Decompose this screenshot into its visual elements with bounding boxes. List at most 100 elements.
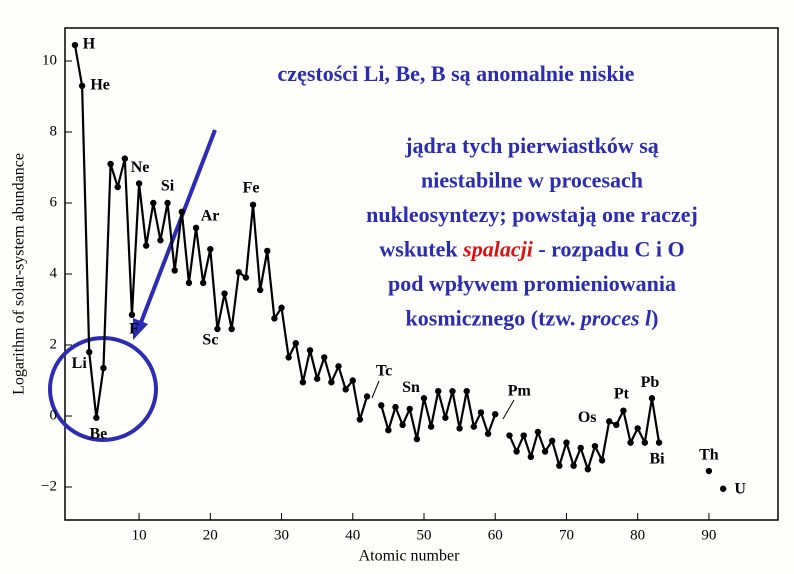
text-run: spalacji: [462, 237, 534, 262]
y-tick-label: 4: [50, 265, 58, 281]
data-point: [648, 395, 656, 402]
data-point: [235, 269, 242, 276]
x-tick-label: 40: [345, 527, 360, 543]
data-point: [349, 377, 356, 384]
data-point: [321, 354, 328, 361]
data-point: [513, 448, 520, 455]
data-point: [541, 448, 549, 455]
x-tick-label: 60: [488, 527, 503, 543]
x-tick-label: 10: [132, 527, 147, 543]
data-point: [93, 414, 100, 421]
data-point: [591, 442, 599, 450]
x-axis-label: Atomic number: [359, 548, 461, 565]
data-point: [506, 432, 513, 439]
data-point: [719, 485, 727, 492]
data-point: [427, 423, 435, 430]
data-point: [605, 418, 613, 425]
data-point: [192, 224, 200, 232]
y-tick-label: −2: [41, 478, 57, 494]
y-tick-label: 2: [50, 336, 58, 352]
data-point: [292, 340, 299, 347]
explanation-line: pod wpływem promieniowania: [388, 271, 676, 296]
highlight-circle: [48, 336, 158, 442]
arrow: [138, 129, 217, 326]
data-point: [306, 347, 314, 354]
text-run: jądra tych pierwiastków są: [404, 133, 659, 158]
data-point: [335, 363, 342, 370]
text-run: niestabilne w procesach: [421, 168, 643, 193]
data-point: [584, 466, 592, 473]
data-point: [143, 242, 150, 249]
data-point: [449, 387, 456, 395]
y-tick-label: 8: [50, 123, 58, 139]
element-label: He: [90, 77, 110, 94]
data-point: [598, 457, 606, 464]
data-point: [185, 279, 193, 287]
data-point: [114, 183, 121, 191]
data-point: [207, 245, 214, 253]
data-point: [178, 208, 186, 216]
data-point: [342, 386, 349, 393]
data-point: [199, 279, 207, 287]
data-point: [107, 160, 114, 168]
x-tick-label: 90: [701, 527, 716, 543]
element-label: H: [83, 36, 96, 53]
data-point: [641, 439, 649, 446]
x-tick-label: 50: [416, 527, 431, 543]
data-point: [392, 403, 399, 411]
element-label: U: [734, 480, 746, 497]
element-label: Tc: [376, 363, 392, 380]
data-point: [249, 201, 257, 208]
data-point: [413, 435, 421, 443]
data-point: [570, 462, 577, 469]
data-point: [71, 41, 79, 49]
x-tick-label: 30: [274, 527, 289, 543]
data-point: [577, 444, 584, 452]
data-point: [285, 354, 292, 361]
element-label: Li: [72, 355, 88, 372]
data-point: [328, 379, 335, 386]
text-run: nukleosyntezy; powstają one raczej: [366, 202, 698, 227]
element-label: Pb: [641, 374, 660, 391]
data-point: [627, 439, 634, 446]
text-run: kosmicznego (tzw.: [406, 306, 581, 331]
element-label: Fe: [243, 179, 260, 196]
element-label: Ar: [201, 208, 220, 225]
element-label: Si: [161, 178, 175, 195]
data-point: [256, 286, 264, 294]
explanation-line: wskutek spalacji - rozpadu C i O: [379, 237, 684, 262]
data-point: [477, 409, 485, 416]
data-point: [563, 439, 570, 446]
y-tick-label: 0: [50, 407, 58, 423]
data-point: [620, 407, 627, 414]
element-label: Be: [89, 425, 107, 442]
data-point: [420, 395, 428, 402]
tc-arrow: [371, 380, 380, 399]
label-arrows: [371, 380, 515, 420]
pm-arrow: [502, 399, 515, 420]
data-point: [655, 439, 663, 446]
data-point: [121, 155, 129, 162]
data-point: [435, 387, 442, 395]
element-label: Th: [699, 447, 719, 464]
arrow-head: [133, 318, 148, 340]
text-run: pod wpływem promieniowania: [388, 271, 676, 296]
element-label: Ne: [131, 159, 150, 176]
text-run: - rozpadu C i O: [533, 237, 685, 262]
x-tick-label: 20: [203, 527, 218, 543]
data-point: [442, 414, 449, 421]
data-point: [157, 237, 164, 244]
headline: częstości Li, Be, B są anomalnie niskie: [278, 61, 635, 86]
data-point: [463, 387, 470, 395]
data-point: [613, 421, 620, 429]
y-axis-label: Logarithm of solar-system abundance: [11, 153, 28, 395]
data-point: [221, 290, 228, 297]
data-point: [150, 199, 157, 207]
data-point: [242, 274, 250, 281]
element-label: Sc: [202, 332, 218, 349]
data-point: [470, 423, 478, 430]
text-run: ): [651, 306, 658, 331]
data-point: [86, 348, 93, 356]
